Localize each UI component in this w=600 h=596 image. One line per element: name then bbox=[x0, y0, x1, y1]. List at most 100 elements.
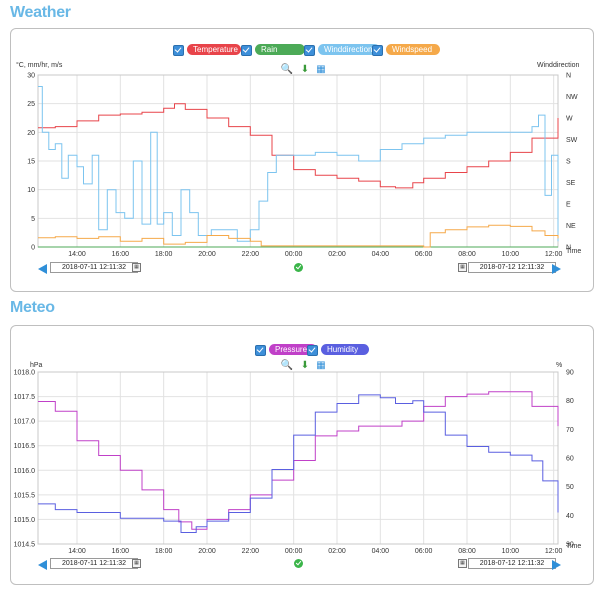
x-tick-label: 04:00 bbox=[372, 251, 390, 258]
meteo-left-axis-caption: hPa bbox=[30, 362, 43, 369]
x-tick-label: 10:00 bbox=[502, 548, 520, 555]
y2-tick-label: 90 bbox=[566, 370, 574, 377]
x-tick-label: 20:00 bbox=[198, 251, 216, 258]
legend-label: Rain bbox=[255, 44, 305, 55]
y-tick-label: 1014.5 bbox=[14, 542, 36, 549]
book-icon[interactable]: ▦ bbox=[316, 360, 326, 371]
y-tick-label: 20 bbox=[27, 130, 35, 137]
y2-tick-label: 40 bbox=[566, 513, 574, 520]
y-tick-label: 5 bbox=[31, 216, 35, 223]
x-tick-label: 16:00 bbox=[112, 251, 130, 258]
checkbox-icon[interactable] bbox=[255, 345, 266, 356]
y2-tick-label: 80 bbox=[566, 398, 574, 405]
x-tick-label: 12:00 bbox=[545, 548, 563, 555]
apply-range-icon[interactable] bbox=[294, 263, 303, 272]
y2-tick-label: 60 bbox=[566, 456, 574, 463]
checkbox-icon[interactable] bbox=[173, 45, 184, 56]
y-tick-label: 10 bbox=[27, 187, 35, 194]
x-tick-label: 04:00 bbox=[372, 548, 390, 555]
zoom-icon[interactable]: 🔍 bbox=[280, 64, 294, 75]
x-tick-label: 14:00 bbox=[68, 251, 86, 258]
y2-tick-label: SW bbox=[566, 137, 578, 144]
next-range-arrow-icon[interactable] bbox=[552, 560, 561, 570]
weather-legend: Temperature Rain Winddirection Windspeed bbox=[11, 43, 593, 57]
y2-tick-label: NE bbox=[566, 223, 576, 230]
meteo-legend: Pressure Humidity bbox=[11, 343, 593, 357]
checkbox-icon[interactable] bbox=[241, 45, 252, 56]
y-tick-label: 30 bbox=[27, 73, 35, 80]
checkbox-icon[interactable] bbox=[307, 345, 318, 356]
y2-tick-label: NW bbox=[566, 94, 578, 101]
checkbox-icon[interactable] bbox=[304, 45, 315, 56]
y2-tick-label: SE bbox=[566, 180, 576, 187]
winddirection-series-line bbox=[38, 86, 559, 242]
x-tick-label: 08:00 bbox=[458, 548, 476, 555]
legend-label: Temperature bbox=[187, 44, 241, 55]
weather-right-axis-caption: Winddirection bbox=[537, 62, 580, 69]
temperature-series-line bbox=[38, 103, 559, 189]
x-tick-label: 22:00 bbox=[242, 251, 260, 258]
weather-x-axis-caption: Time bbox=[566, 248, 582, 255]
y-tick-label: 1015.5 bbox=[14, 492, 36, 499]
x-tick-label: 18:00 bbox=[155, 548, 173, 555]
x-tick-label: 16:00 bbox=[112, 548, 130, 555]
pressure-series-line bbox=[38, 391, 559, 530]
y2-tick-label: E bbox=[566, 202, 571, 209]
prev-range-arrow-icon[interactable] bbox=[38, 560, 47, 570]
y2-tick-label: N bbox=[566, 73, 571, 80]
prev-range-arrow-icon[interactable] bbox=[38, 264, 47, 274]
calendar-icon[interactable]: ▦ bbox=[132, 559, 141, 568]
legend-label: Windspeed bbox=[386, 44, 440, 55]
x-tick-label: 08:00 bbox=[458, 251, 476, 258]
next-range-arrow-icon[interactable] bbox=[552, 264, 561, 274]
y2-tick-label: S bbox=[566, 159, 571, 166]
meteo-right-axis-caption: % bbox=[556, 362, 563, 369]
x-tick-label: 06:00 bbox=[415, 548, 433, 555]
y-tick-label: 15 bbox=[27, 159, 35, 166]
weather-left-axis-caption: °C, mm/hr, m/s bbox=[16, 62, 63, 69]
download-icon[interactable]: ⬇ bbox=[300, 64, 310, 75]
x-tick-label: 20:00 bbox=[198, 548, 216, 555]
book-icon[interactable]: ▦ bbox=[316, 64, 326, 75]
meteo-section-title: Meteo bbox=[10, 299, 55, 316]
humidity-series-line bbox=[38, 394, 559, 533]
meteo-x-axis-caption: Time bbox=[566, 543, 582, 550]
end-date-input[interactable]: 2018-07-12 12:11:32 bbox=[468, 558, 556, 569]
calendar-icon[interactable]: ▦ bbox=[458, 263, 467, 272]
y2-tick-label: W bbox=[566, 116, 573, 123]
x-tick-label: 06:00 bbox=[415, 251, 433, 258]
calendar-icon[interactable]: ▦ bbox=[132, 263, 141, 272]
plot-frame bbox=[37, 371, 559, 545]
y-tick-label: 1018.0 bbox=[14, 370, 36, 377]
legend-label: Pressure bbox=[269, 344, 317, 355]
y2-tick-label: 50 bbox=[566, 484, 574, 491]
meteo-panel: Pressure Humidity 🔍 ⬇ ▦ bbox=[10, 325, 594, 585]
download-icon[interactable]: ⬇ bbox=[300, 360, 310, 371]
y2-tick-label: 70 bbox=[566, 427, 574, 434]
calendar-icon[interactable]: ▦ bbox=[458, 559, 467, 568]
weather-section-title: Weather bbox=[10, 4, 71, 21]
windspeed-series-line bbox=[38, 224, 559, 248]
x-tick-label: 00:00 bbox=[285, 548, 303, 555]
checkbox-icon[interactable] bbox=[372, 45, 383, 56]
y-tick-label: 1015.0 bbox=[14, 517, 36, 524]
x-tick-label: 10:00 bbox=[502, 251, 520, 258]
apply-range-icon[interactable] bbox=[294, 559, 303, 568]
y-tick-label: 1016.0 bbox=[14, 468, 36, 475]
x-tick-label: 00:00 bbox=[285, 251, 303, 258]
legend-label: Winddirection bbox=[318, 44, 380, 55]
y-tick-label: 0 bbox=[31, 245, 35, 252]
zoom-icon[interactable]: 🔍 bbox=[280, 360, 294, 371]
x-tick-label: 02:00 bbox=[328, 251, 346, 258]
x-tick-label: 02:00 bbox=[328, 548, 346, 555]
x-tick-label: 14:00 bbox=[68, 548, 86, 555]
y2-tick-label: N bbox=[566, 245, 571, 252]
legend-label: Humidity bbox=[321, 344, 369, 355]
start-date-input[interactable]: 2018-07-11 12:11:32 bbox=[50, 558, 138, 569]
x-tick-label: 18:00 bbox=[155, 251, 173, 258]
x-tick-label: 12:00 bbox=[545, 251, 563, 258]
weather-panel: Temperature Rain Winddirection Windspeed… bbox=[10, 28, 594, 292]
y-tick-label: 1017.5 bbox=[14, 394, 36, 401]
